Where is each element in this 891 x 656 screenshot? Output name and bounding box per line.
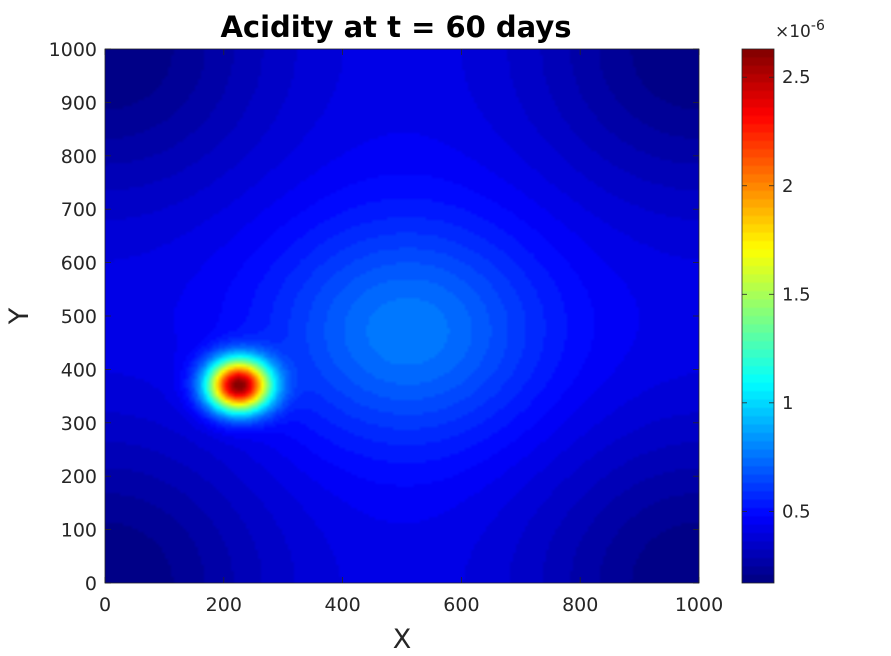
y-tick-label: 1000: [49, 39, 97, 61]
x-axis-label: X: [393, 624, 412, 655]
x-tick-label: 600: [443, 594, 479, 616]
colorbar-gradient: [742, 49, 774, 583]
colorbar-frame: [741, 48, 775, 584]
x-tick-label: 0: [99, 594, 111, 616]
colorbar-tick-label: 1.5: [782, 284, 811, 305]
colorbar-ticks: 0.5 1 1.5 2 2.5: [742, 67, 811, 522]
y-axis-label: Y: [4, 307, 35, 325]
y-tick-label: 500: [61, 306, 97, 328]
y-tick-label: 900: [61, 92, 97, 114]
heatmap-field: [105, 49, 699, 583]
plot-area: [104, 48, 700, 584]
x-tick-label: 1000: [675, 594, 723, 616]
y-tick-label: 800: [61, 146, 97, 168]
y-axis: 0 100 200 300 400 500 600 700 800 900 1000: [49, 39, 699, 595]
y-tick-label: 100: [61, 520, 97, 542]
colorbar-tick-label: 1: [782, 393, 793, 414]
colorbar-exponent: ×10-6: [775, 18, 825, 42]
y-tick-label: 700: [61, 199, 97, 221]
x-tick-label: 800: [562, 594, 598, 616]
x-tick-label: 400: [324, 594, 360, 616]
colorbar-tick-label: 2: [782, 176, 793, 197]
colorbar-exponent-power: -6: [811, 18, 825, 34]
y-tick-label: 400: [61, 359, 97, 381]
x-tick-label: 200: [206, 594, 242, 616]
y-tick-label: 300: [61, 413, 97, 435]
x-axis: 0 200 400 600 800 1000: [99, 49, 723, 616]
y-tick-label: 600: [61, 253, 97, 275]
chart-title: Acidity at t = 60 days: [220, 10, 571, 44]
y-tick-label: 200: [61, 466, 97, 488]
colorbar-tick-label: 0.5: [782, 501, 811, 522]
colorbar-tick-label: 2.5: [782, 67, 811, 88]
colorbar: 0.5 1 1.5 2 2.5 ×10-6: [741, 18, 825, 584]
y-tick-label: 0: [85, 573, 97, 595]
colorbar-exponent-base: ×10: [775, 22, 811, 42]
